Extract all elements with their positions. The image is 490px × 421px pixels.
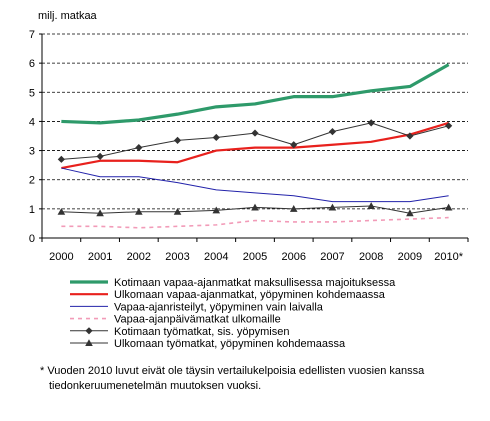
series-line bbox=[61, 122, 449, 160]
data-point bbox=[96, 209, 104, 217]
legend-item-3: Vapaa-ajanristeilyt, yöpyminen vain laiv… bbox=[70, 301, 324, 313]
data-point bbox=[212, 206, 221, 214]
legend-item-6: Ulkomaan työmatkat, yöpyminen kohdemaass… bbox=[70, 338, 346, 350]
data-point bbox=[406, 132, 414, 140]
y-tick-label: 7 bbox=[29, 29, 35, 41]
data-point bbox=[445, 122, 453, 130]
legend-item-2: Ulkomaan vapaa-ajanmatkat, yöpyminen koh… bbox=[70, 289, 386, 301]
x-tick-label: 2004 bbox=[204, 251, 228, 263]
data-point bbox=[251, 203, 259, 211]
series-5 bbox=[57, 119, 453, 163]
series-4 bbox=[61, 216, 449, 229]
series-line bbox=[61, 121, 449, 170]
series-3 bbox=[61, 167, 449, 203]
data-point bbox=[251, 129, 259, 137]
series-6 bbox=[57, 202, 453, 217]
data-point bbox=[173, 136, 182, 144]
x-tick-label: 2006 bbox=[281, 251, 305, 263]
y-tick-label: 3 bbox=[29, 146, 35, 158]
data-point bbox=[96, 152, 104, 160]
legend-item-1: Kotimaan vapaa-ajanmatkat maksullisessa … bbox=[70, 277, 396, 289]
data-point bbox=[367, 202, 375, 209]
y-tick-label: 4 bbox=[29, 116, 35, 128]
x-tick-label: 2008 bbox=[359, 251, 383, 263]
data-point bbox=[444, 203, 453, 211]
data-point bbox=[328, 203, 337, 211]
legend-item-5: Kotimaan työmatkat, sis. yöpymisen bbox=[70, 326, 289, 338]
x-tick-label: 2005 bbox=[243, 251, 267, 263]
data-point bbox=[406, 209, 414, 217]
data-point bbox=[173, 207, 182, 215]
data-point bbox=[135, 207, 143, 215]
legend-item-4: Vapaa-ajanpäivämatkat ulkomaille bbox=[70, 314, 281, 326]
series-line bbox=[61, 167, 449, 203]
y-axis-title: milj. matkaa bbox=[38, 10, 98, 22]
x-tick-label: 2003 bbox=[165, 251, 189, 263]
data-point bbox=[289, 205, 298, 212]
legend-label: Ulkomaan vapaa-ajanmatkat, yöpyminen koh… bbox=[114, 289, 386, 301]
legend-label: Kotimaan vapaa-ajanmatkat maksullisessa … bbox=[114, 277, 396, 289]
legend-marker bbox=[85, 327, 93, 335]
data-point bbox=[290, 141, 298, 149]
x-tick-label: 2009 bbox=[398, 251, 422, 263]
series-1 bbox=[61, 63, 450, 125]
y-tick-label: 1 bbox=[29, 204, 35, 216]
x-tick-label: 2010* bbox=[434, 251, 463, 263]
x-tick-label: 2001 bbox=[88, 251, 112, 263]
footnote-line-2: tiedonkeruumenetelmän muutoksen vuoksi. bbox=[49, 380, 262, 392]
legend-marker bbox=[85, 339, 93, 347]
x-tick-label: 2002 bbox=[127, 251, 151, 263]
y-tick-label: 0 bbox=[29, 233, 35, 245]
data-point bbox=[367, 119, 375, 127]
series-2 bbox=[61, 121, 449, 170]
data-point bbox=[135, 144, 143, 152]
legend-label: Kotimaan työmatkat, sis. yöpymisen bbox=[114, 326, 289, 338]
y-tick-label: 6 bbox=[29, 58, 35, 70]
footnote: * Vuoden 2010 luvut eivät ole täysin ver… bbox=[40, 364, 480, 394]
data-point bbox=[57, 155, 65, 163]
footnote-line-1: * Vuoden 2010 luvut eivät ole täysin ver… bbox=[40, 365, 425, 377]
series-layer bbox=[57, 63, 453, 229]
legend-label: Vapaa-ajanristeilyt, yöpyminen vain laiv… bbox=[114, 301, 324, 313]
data-point bbox=[328, 128, 337, 136]
x-tick-label: 2007 bbox=[320, 251, 344, 263]
series-line bbox=[61, 63, 450, 125]
data-point bbox=[212, 133, 220, 142]
legend-label: Ulkomaan työmatkat, yöpyminen kohdemaass… bbox=[114, 338, 346, 350]
series-line bbox=[61, 216, 449, 229]
y-tick-label: 5 bbox=[29, 87, 35, 99]
axis-layer: 0 1 2 3 4 5 6 7 2000 2001 2002 2003 2004 2005 2006 2007… bbox=[29, 29, 469, 263]
data-point bbox=[57, 207, 66, 215]
x-tick-label: 2000 bbox=[49, 251, 73, 263]
legend: Kotimaan vapaa-ajanmatkat maksullisessa … bbox=[70, 277, 396, 350]
legend-label: Vapaa-ajanpäivämatkat ulkomaille bbox=[114, 314, 281, 326]
y-tick-label: 2 bbox=[29, 175, 35, 187]
